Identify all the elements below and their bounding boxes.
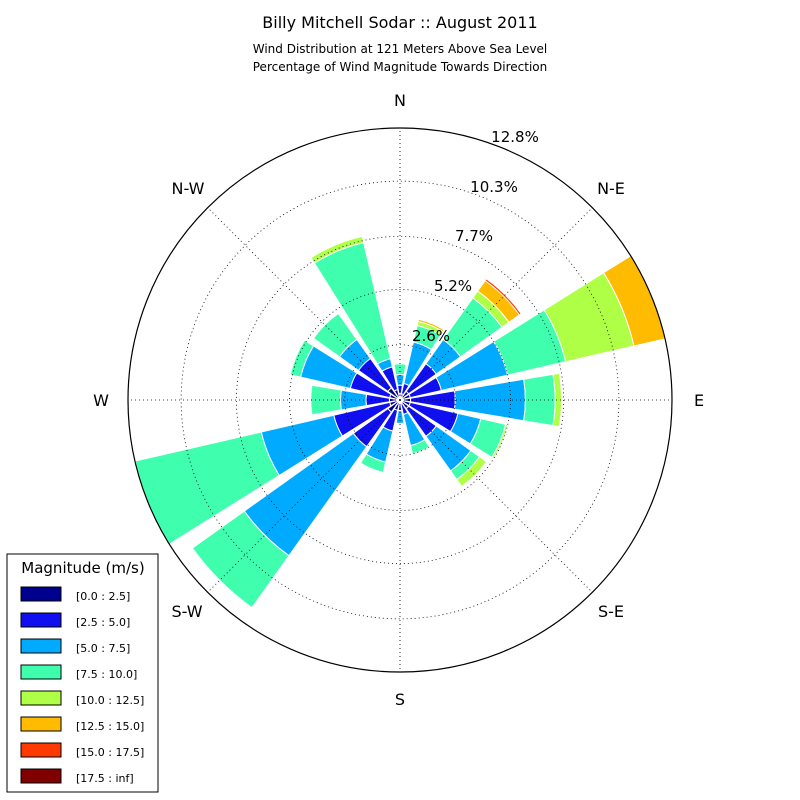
legend: Magnitude (m/s) [0.0 : 2.5] [2.5 : 5.0] … <box>6 553 159 793</box>
radial-tick-label-4: 10.3% <box>470 178 518 196</box>
direction-label-ne: N-E <box>597 179 625 198</box>
wedge-sector-9-bin-3 <box>359 453 387 474</box>
legend-swatch-3 <box>20 664 62 680</box>
chart-title: Billy Mitchell Sodar :: August 2011 <box>262 13 537 32</box>
direction-label-e: E <box>694 391 704 410</box>
polar-outer-circle <box>127 127 673 673</box>
wedge-sector-6-bin-4 <box>456 456 488 488</box>
polar-grid <box>128 128 672 672</box>
legend-swatch-4 <box>20 690 62 706</box>
legend-swatch-6 <box>20 742 62 758</box>
legend-label-5: [12.5 : 15.0] <box>76 720 144 733</box>
wedge-sector-0-bin-3 <box>393 363 407 376</box>
legend-swatch-5 <box>20 716 62 732</box>
chart-subtitle-line-1: Wind Distribution at 121 Meters Above Se… <box>253 42 548 56</box>
wedge-sector-4-bin-2 <box>453 378 526 422</box>
wedge-sector-5-bin-4 <box>491 423 509 460</box>
radial-tick-label-1: 2.6% <box>412 327 450 345</box>
wedge-sector-12-bin-2 <box>340 389 368 411</box>
legend-label-4: [10.0 : 12.5] <box>76 694 144 707</box>
direction-label-w: W <box>93 391 109 410</box>
radial-tick-label-5: 12.8% <box>491 128 539 146</box>
grid-circle-1 <box>344 344 456 456</box>
wedge-sector-12-bin-3 <box>310 384 342 416</box>
wedge-sector-13-bin-3 <box>289 339 315 378</box>
grid-circle-4 <box>180 180 620 620</box>
direction-label-nw: N-W <box>172 179 205 198</box>
legend-swatch-7 <box>20 768 62 784</box>
legend-swatch-2 <box>20 638 62 654</box>
direction-label-sw: S-W <box>171 602 202 621</box>
legend-label-0: [0.0 : 2.5] <box>76 590 130 603</box>
wedge-sector-1-bin-5 <box>417 318 445 333</box>
grid-circle-2 <box>289 289 511 511</box>
grid-circle-3 <box>235 235 565 565</box>
legend-swatch-0 <box>20 586 62 602</box>
radial-tick-label-2: 5.2% <box>434 277 472 295</box>
wedge-sector-15-bin-4 <box>310 235 365 264</box>
legend-label-6: [15.0 : 17.5] <box>76 746 144 759</box>
legend-title: Magnitude (m/s) <box>21 559 144 577</box>
legend-swatch-1 <box>20 612 62 628</box>
wedge-sector-7-bin-3 <box>409 438 430 455</box>
chart-subtitle-line-2: Percentage of Wind Magnitude Towards Dir… <box>253 60 547 74</box>
legend-label-1: [2.5 : 5.0] <box>76 616 130 629</box>
wind-rose-wedges <box>134 235 666 609</box>
direction-label-n: N <box>394 91 406 110</box>
wedge-sector-10-bin-3 <box>191 510 290 609</box>
wedge-sector-4-bin-4 <box>552 372 563 428</box>
legend-label-3: [7.5 : 10.0] <box>76 668 137 681</box>
legend-label-7: [17.5 : inf] <box>76 772 134 785</box>
legend-label-2: [5.0 : 7.5] <box>76 642 130 655</box>
direction-label-s: S <box>395 690 405 709</box>
radial-tick-label-3: 7.7% <box>455 227 493 245</box>
wedge-sector-2-bin-6 <box>484 278 522 316</box>
direction-label-se: S-E <box>598 602 624 621</box>
